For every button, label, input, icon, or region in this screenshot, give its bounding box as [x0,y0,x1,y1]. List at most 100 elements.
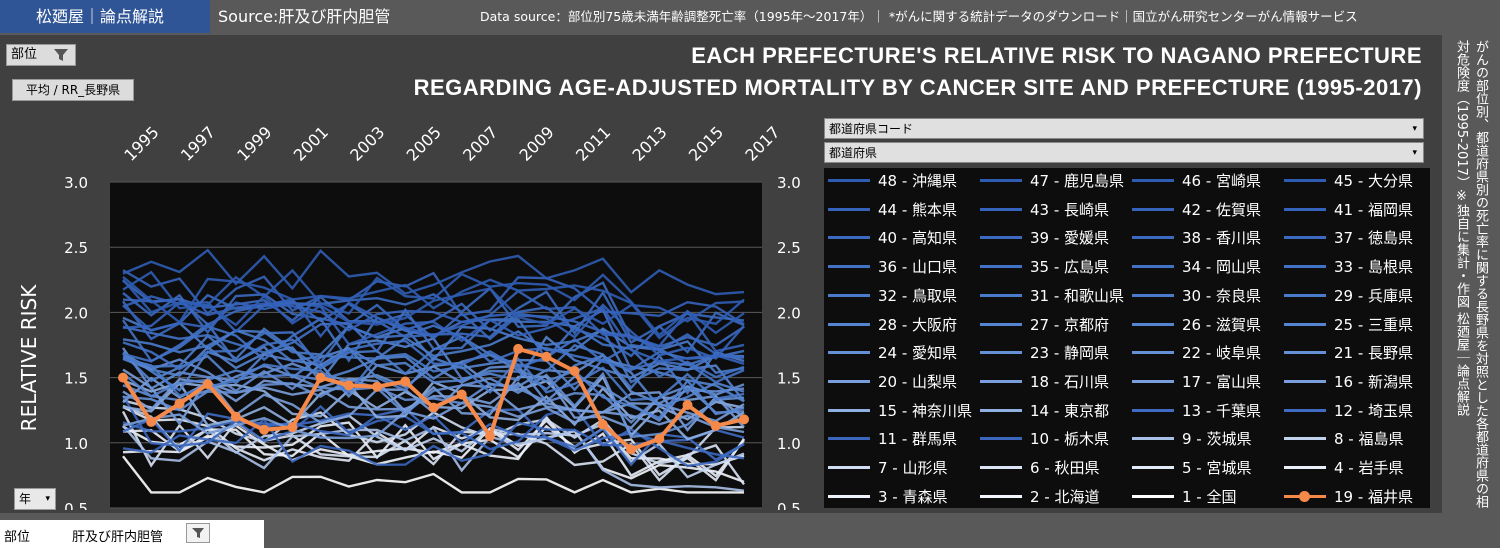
pref-dropdown[interactable]: 都道府県 ▾ [824,142,1424,163]
highlight-point [456,389,467,400]
legend-label: 17 - 富山県 [1182,372,1262,391]
vertical-caption: がんの部位別、都道府県別の死亡率に関する長野県を対照とした各都道府県の相対危険度… [1454,40,1488,508]
legend-item: 42 - 佐賀県 [1132,195,1261,224]
series-line [122,353,745,420]
site-filter-button[interactable]: 部位 [6,44,76,66]
legend-swatch [980,322,1022,326]
y-axis-label: RELATIVE RISK [17,284,41,432]
legend-item: 35 - 広島県 [980,252,1109,281]
series-line [122,368,745,426]
legend-label: 9 - 茨城県 [1182,430,1252,449]
year-filter-button[interactable]: 年 ▾ [14,488,56,510]
y-tick-label: 1.0 [64,435,88,453]
legend-label: 14 - 東京都 [1030,401,1110,420]
legend-item: 19 - 福井県 [1284,482,1413,511]
legend-label: 30 - 奈良県 [1182,286,1262,305]
highlight-point [597,419,608,430]
measure-label: 平均 / RR_長野県 [25,83,121,97]
legend-label: 3 - 青森県 [878,487,948,506]
legend-label: 35 - 広島県 [1030,258,1110,277]
legend-swatch [1284,236,1326,240]
data-source-label: Data source：部位別75歳未満年齢調整死亡率（1995年～2017年）… [480,9,1358,24]
legend-swatch [1284,490,1326,502]
legend-swatch [828,379,870,383]
legend-swatch [980,494,1022,498]
legend-swatch [828,351,870,355]
highlight-point [146,416,157,427]
x-ticks: 1995 1997 1999 2001 2003 2005 2007 2009 2011 2013… [120,123,783,165]
y-ticks-left: 3.0 2.5 2.0 1.5 1.0 0.5 [64,174,88,510]
highlight-point [230,411,241,422]
legend-item: 16 - 新潟県 [1284,367,1413,396]
legend-marker-icon [1299,490,1310,502]
legend-item: 41 - 福岡県 [1284,195,1413,224]
x-tick-label: 1997 [177,123,219,165]
brand-label: 松廼屋｜論点解説 [0,0,210,33]
legend-swatch [1284,293,1326,297]
legend-label: 16 - 新潟県 [1334,372,1414,391]
legend-item: 6 - 秋田県 [980,453,1100,482]
legend-item: 15 - 神奈川県 [828,396,972,425]
pref-code-dropdown[interactable]: 都道府県コード ▾ [824,118,1424,139]
pref-code-label: 都道府県コード [829,122,914,136]
highlight-point [428,402,439,413]
legend-swatch [980,207,1022,211]
highlight-point [541,351,552,362]
legend-item: 44 - 熊本県 [828,195,957,224]
site-filter-label: 部位 [11,47,38,62]
legend-swatch [1132,207,1174,211]
legend-label: 4 - 岩手県 [1334,459,1404,477]
legend-item: 46 - 宮崎県 [1132,166,1261,195]
legend-swatch [828,437,870,441]
highlight-point [710,420,721,431]
highlight-point [682,399,693,410]
legend-item: 28 - 大阪府 [828,310,957,339]
legend-swatch [980,351,1022,355]
highlight-point [400,376,411,387]
highlight-point [202,379,213,390]
highlight-point [343,380,354,391]
legend-swatch [980,408,1022,412]
pref-label: 都道府県 [829,146,878,160]
series-line [122,275,745,340]
dropdown-arrow-icon: ▾ [1412,148,1417,158]
legend-item: 26 - 滋賀県 [1132,310,1261,339]
legend-label: 18 - 石川県 [1030,372,1110,391]
legend-swatch [1132,408,1174,412]
highlight-series [118,343,749,455]
legend-item: 2 - 北海道 [980,482,1100,511]
legend-item: 33 - 島根県 [1284,252,1413,281]
legend-label: 11 - 群馬県 [878,430,958,449]
legend-item: 5 - 宮城県 [1132,453,1252,482]
legend-label: 39 - 愛媛県 [1030,229,1110,248]
legend-item: 47 - 鹿児島県 [980,166,1124,195]
y-tick-label: 3.0 [64,174,88,192]
series-line [122,352,745,402]
highlight-point [654,433,665,444]
title-line-2: REGARDING AGE-ADJUSTED MORTALITY BY CANC… [413,75,1422,100]
measure-button[interactable]: 平均 / RR_長野県 [12,79,134,101]
x-tick-label: 2011 [572,123,614,165]
legend-item: 48 - 沖縄県 [828,166,957,195]
legend-label: 33 - 島根県 [1334,258,1414,277]
y-ticks-right: 3.0 2.5 2.0 1.5 1.0 0.5 [777,174,801,510]
series-line [122,371,745,439]
filter-icon[interactable] [186,523,210,543]
y-tick-label: 2.0 [64,304,88,322]
legend-label: 29 - 兵庫県 [1334,286,1414,305]
highlight-point [739,414,749,425]
y-tick-label: 2.0 [777,304,801,322]
legend-swatch [1132,437,1174,441]
series-line [122,377,745,432]
highlight-point [259,424,270,435]
legend-label: 7 - 山形県 [878,459,948,477]
legend-item: 21 - 長野県 [1284,338,1413,367]
legend-label: 26 - 滋賀県 [1182,315,1262,334]
legend-item: 37 - 徳島県 [1284,223,1413,252]
chart-title: EACH PREFECTURE'S RELATIVE RISK TO NAGAN… [414,40,1422,104]
legend-label: 20 - 山梨県 [878,372,958,391]
legend-item: 30 - 奈良県 [1132,281,1261,310]
legend-item: 39 - 愛媛県 [980,223,1109,252]
line-chart: 3.0 2.5 2.0 1.5 1.0 0.5 3.0 2.5 2.0 1.5 1.0 0.5 19… [17,123,801,510]
legend-item: 3 - 青森県 [828,482,948,511]
